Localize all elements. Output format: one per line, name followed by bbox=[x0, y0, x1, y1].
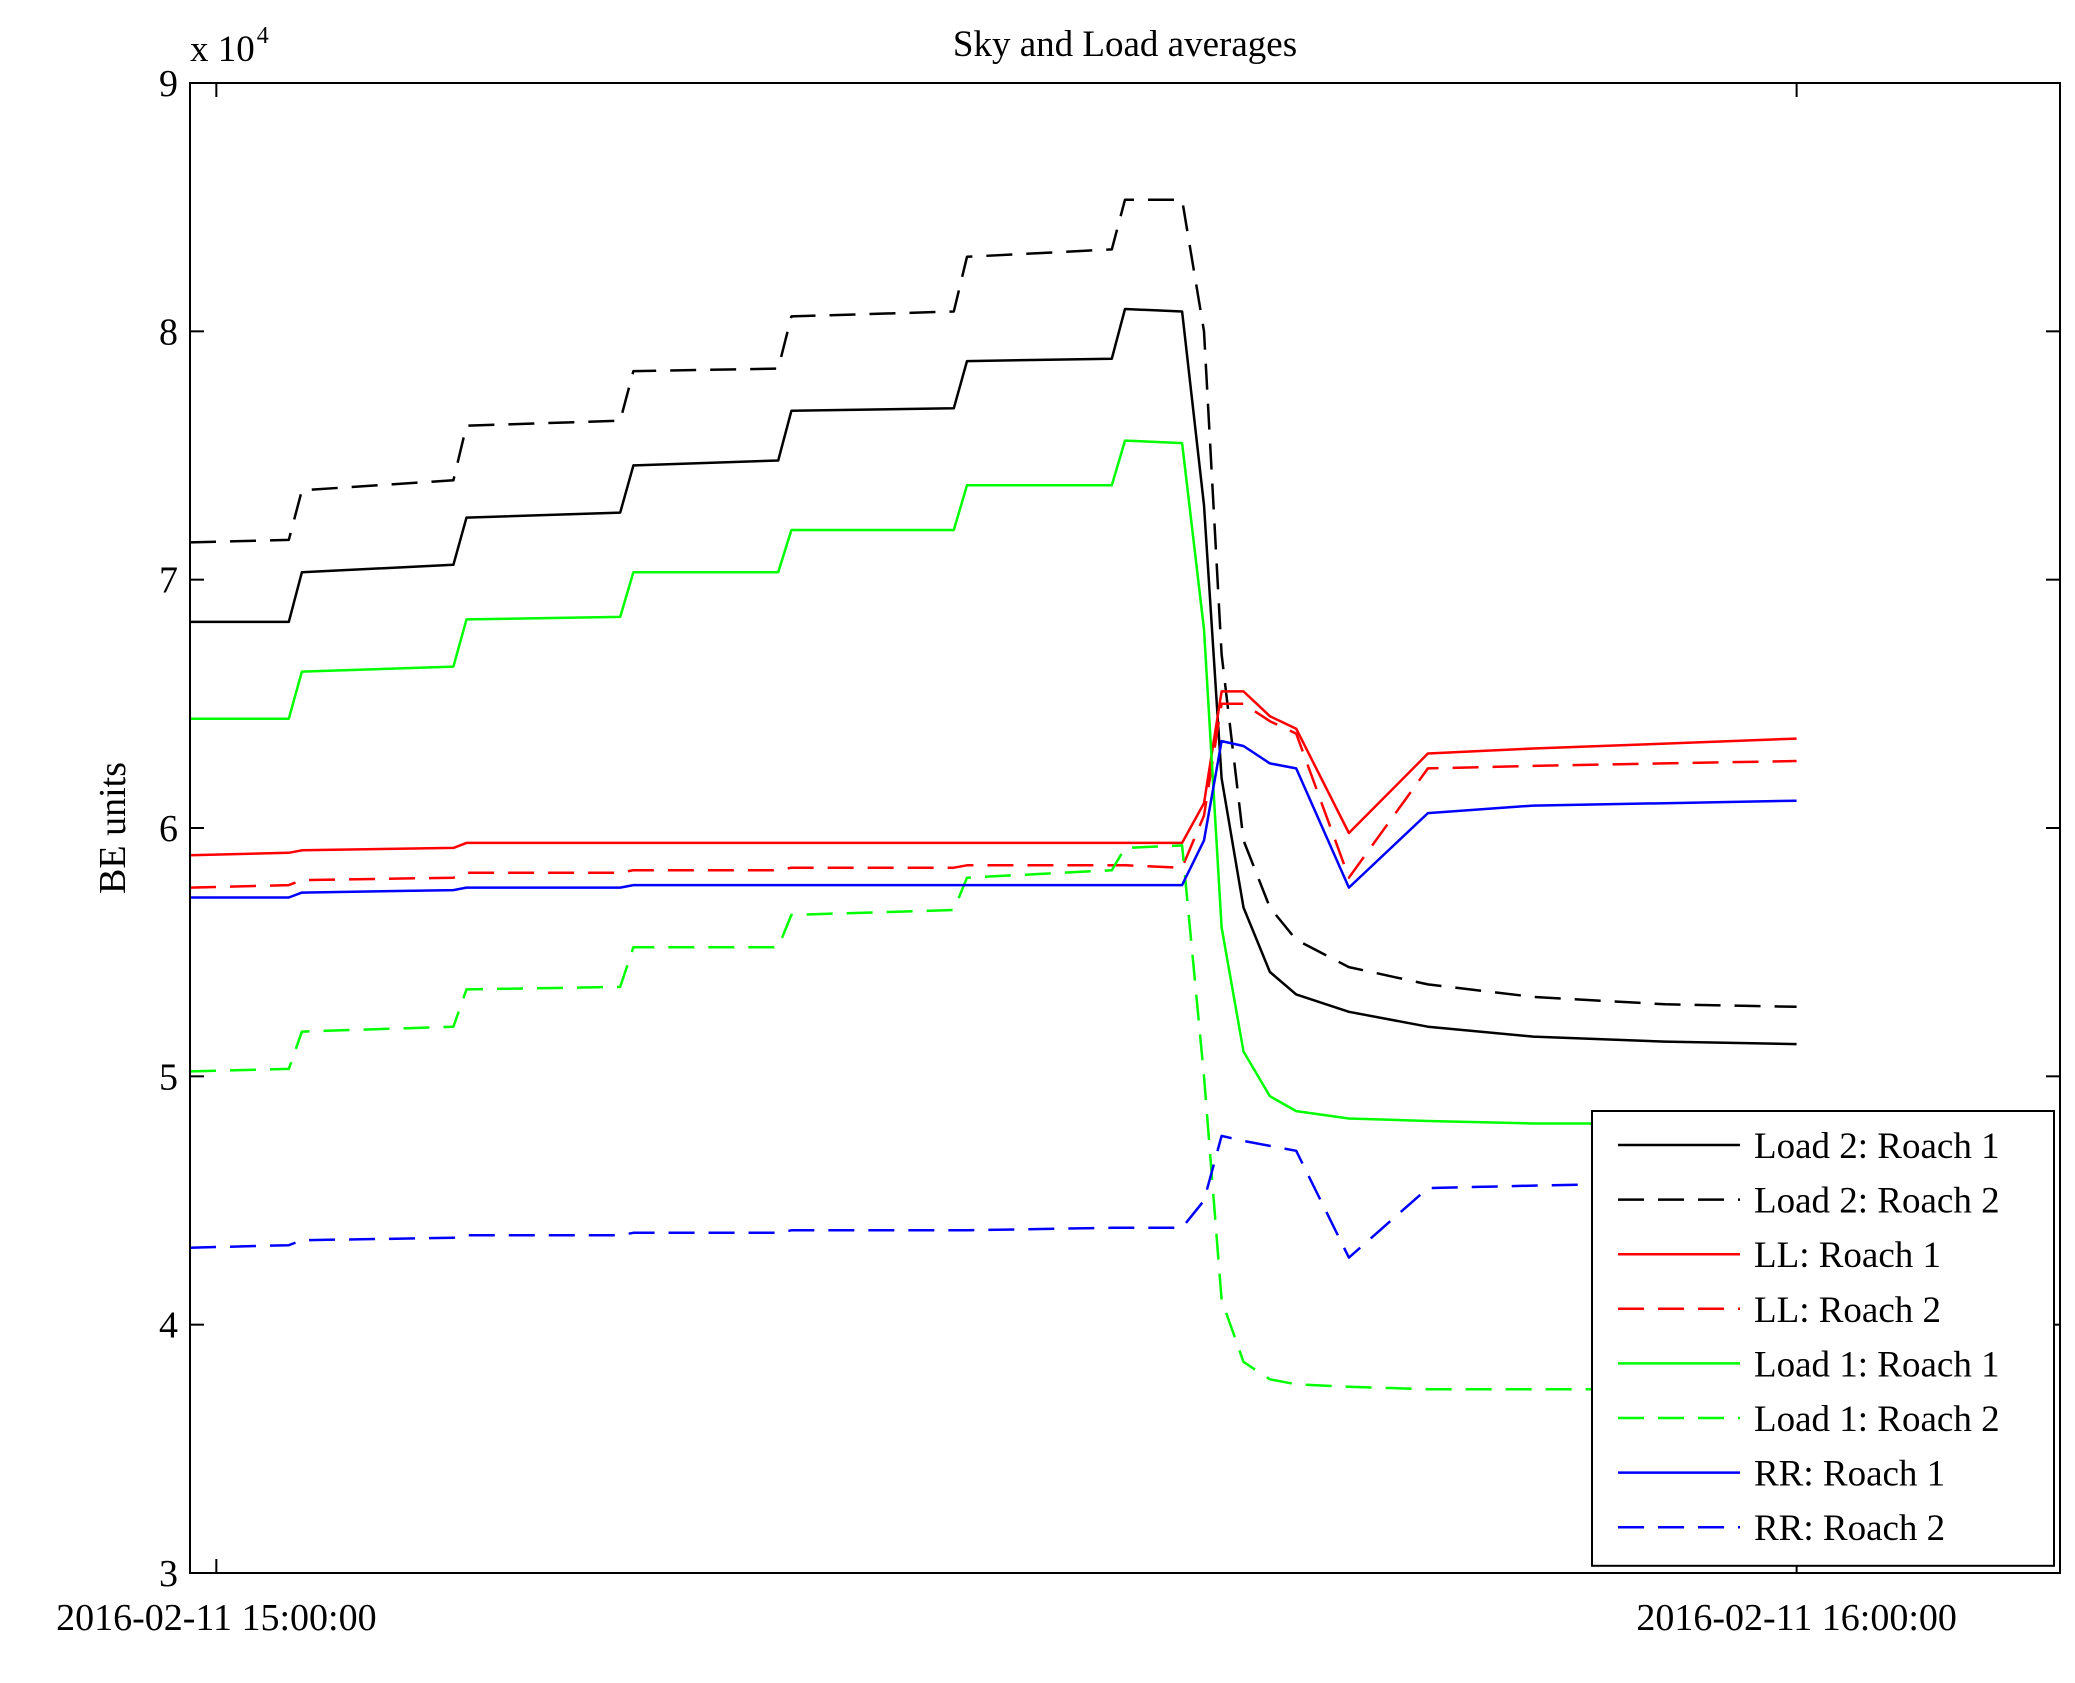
x-tick-label: 2016-02-11 16:00:00 bbox=[1636, 1597, 1957, 1639]
series-line bbox=[190, 307, 1797, 1046]
y-tick-label: 4 bbox=[159, 1305, 178, 1347]
series-line bbox=[190, 739, 1797, 899]
legend-label: Load 1: Roach 2 bbox=[1754, 1399, 2000, 1440]
legend-label: RR: Roach 1 bbox=[1754, 1454, 1945, 1495]
legend-label: Load 2: Roach 2 bbox=[1754, 1181, 2000, 1222]
y-exponent-power: 4 bbox=[257, 23, 269, 49]
y-tick-label: 9 bbox=[159, 63, 178, 105]
series-layer bbox=[189, 198, 1797, 1391]
y-tick-label: 5 bbox=[159, 1056, 178, 1098]
legend-label: RR: Roach 2 bbox=[1754, 1508, 1945, 1549]
y-tick-label: 3 bbox=[159, 1553, 178, 1595]
legend-label: LL: Roach 1 bbox=[1754, 1235, 1941, 1276]
legend-label: Load 1: Roach 1 bbox=[1754, 1344, 2000, 1385]
series-line bbox=[189, 198, 1797, 1009]
series-line bbox=[190, 439, 1797, 1125]
series-line bbox=[189, 702, 1797, 889]
series-line bbox=[189, 844, 1797, 1391]
y-axis-label: BE units bbox=[92, 762, 134, 894]
legend-box bbox=[1591, 1110, 2055, 1567]
axis-layer: 3 4 5 6 7 8 9 2016-02-11 15:00:00 2016-02-11 16:… bbox=[56, 63, 2060, 1639]
legend-label: Load 2: Roach 1 bbox=[1754, 1126, 2000, 1167]
y-tick-label: 7 bbox=[159, 560, 178, 602]
series-line bbox=[189, 1134, 1797, 1259]
x-tick-label: 2016-02-11 15:00:00 bbox=[56, 1597, 377, 1639]
y-axis-exponent: x 104 bbox=[190, 23, 269, 70]
y-tick-label: 8 bbox=[159, 311, 178, 353]
y-exponent-base: x 10 bbox=[190, 29, 255, 70]
chart-title: Sky and Load averages bbox=[953, 24, 1297, 65]
y-tick-label: 6 bbox=[159, 808, 178, 850]
series-line bbox=[189, 690, 1797, 857]
legend: Load 2: Roach 1 Load 2: Roach 2 LL: Roach … bbox=[1591, 1110, 2055, 1567]
legend-label: LL: Roach 2 bbox=[1754, 1290, 1941, 1331]
